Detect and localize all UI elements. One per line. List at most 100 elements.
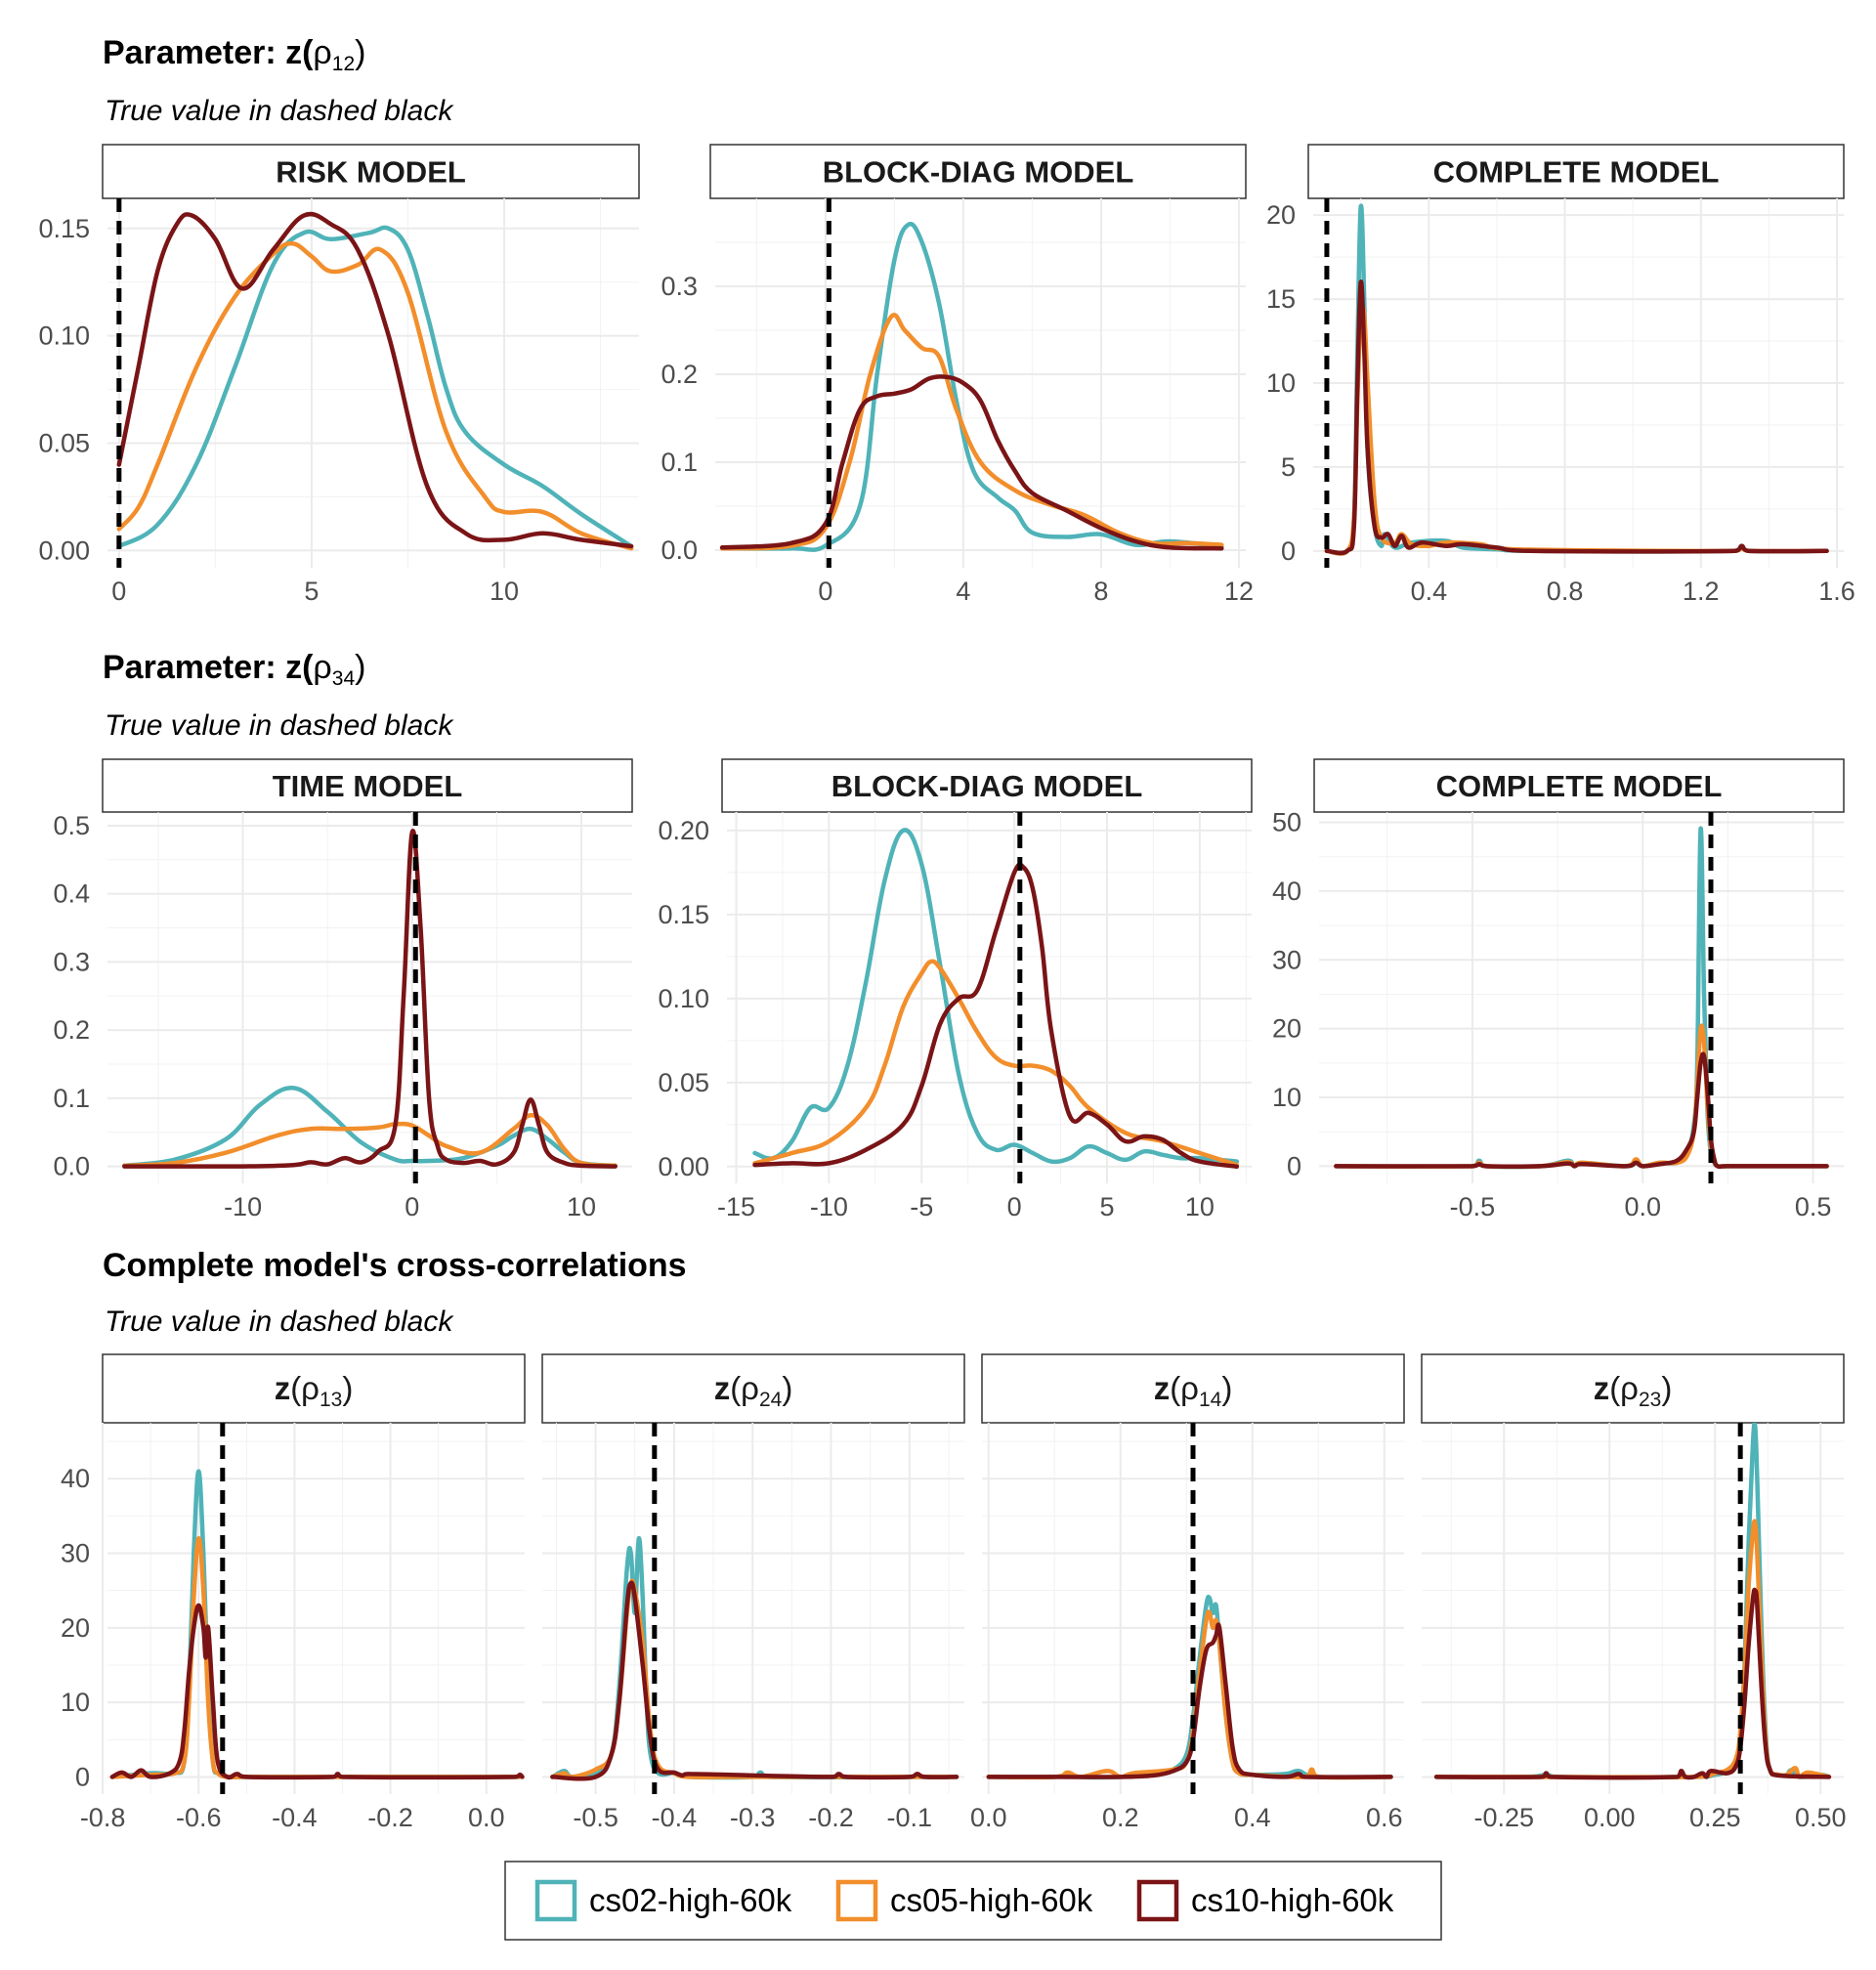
y-tick-label: 0.10	[38, 321, 90, 351]
density-line-cs10	[1324, 279, 1829, 556]
y-tick-label: 0	[75, 1762, 90, 1791]
panel-z-rho14: z(ρ14) 0.0 0.2 0.4 0.6	[970, 1353, 1405, 1832]
x-tick-label: 5	[304, 577, 319, 606]
y-tick-label: 10	[61, 1688, 90, 1717]
grid	[542, 1423, 964, 1794]
legend-item-cs02: cs02-high-60k	[534, 1879, 792, 1922]
density-line-cs05	[109, 1536, 523, 1779]
strip-box	[102, 758, 633, 813]
density-line-cs02	[109, 1469, 523, 1779]
x-tick-label: 10	[567, 1192, 596, 1221]
y-tick-label: 5	[1281, 452, 1296, 482]
density-line-cs10	[550, 1580, 959, 1781]
section-title-rho12: Parameter: z(ρ12)	[103, 34, 365, 75]
density-line-cs05	[752, 959, 1240, 1168]
x-tick-label: 10	[1185, 1192, 1215, 1221]
legend-item-cs10: cs10-high-60k	[1136, 1879, 1394, 1922]
x-tick-label: 0.6	[1366, 1803, 1403, 1832]
grid	[107, 198, 639, 568]
panel-z-rho23: z(ρ23) -0.25 0.00 0.25 0.50	[1421, 1353, 1847, 1832]
section-subtitle-cross-correlations: True value in dashed black	[105, 1306, 454, 1338]
y-tick-label: 0	[1287, 1151, 1301, 1180]
grid	[715, 198, 1246, 568]
y-tick-label: 40	[61, 1464, 90, 1493]
density-line-cs05	[116, 240, 634, 551]
y-tick-label: 0.4	[53, 879, 90, 909]
legend-key-cs02	[534, 1879, 577, 1922]
grid	[1313, 198, 1844, 568]
y-tick-label: 0.1	[661, 448, 698, 477]
x-tick-label: 4	[956, 577, 970, 606]
strip-box	[1421, 1353, 1845, 1424]
x-tick-label: 0.50	[1795, 1803, 1847, 1832]
y-tick-label: 0.00	[38, 535, 90, 565]
legend-label-cs10: cs10-high-60k	[1191, 1882, 1394, 1918]
strip-box	[1307, 144, 1845, 199]
density-line-cs02	[1334, 826, 1829, 1170]
x-tick-label: 1.6	[1818, 577, 1855, 606]
legend-key-cs10	[1136, 1879, 1179, 1922]
legend: cs02-high-60k cs05-high-60k cs10-high-60…	[504, 1861, 1442, 1941]
density-line-cs10	[122, 829, 618, 1169]
x-tick-label: 0.4	[1234, 1803, 1271, 1832]
panel-rho34-time-model: TIME MODEL -10 0 10 0.0 0.1 0.2 0.3 0.4 0.5	[53, 758, 633, 1221]
x-tick-label: -15	[717, 1192, 755, 1221]
density-line-cs05	[1324, 303, 1829, 556]
series-group	[109, 1469, 525, 1780]
density-line-cs02	[752, 828, 1240, 1165]
strip-box	[1313, 758, 1845, 813]
legend-key-cs05	[835, 1879, 878, 1922]
strip-label: TIME MODEL	[273, 769, 463, 803]
x-tick-label: 0.2	[1102, 1803, 1139, 1832]
density-line-cs05	[122, 1113, 618, 1169]
strip-label: BLOCK-DIAG MODEL	[831, 769, 1143, 803]
panel-rho12-risk-model: RISK MODEL 0 5 10 0.00 0.05 0.10 0.15	[38, 144, 640, 606]
y-tick-label: 0.05	[38, 429, 90, 458]
legend-label-cs05: cs05-high-60k	[890, 1882, 1093, 1918]
density-line-cs02	[1324, 203, 1829, 556]
legend-item-cs05: cs05-high-60k	[835, 1879, 1093, 1922]
y-tick-label: 40	[1272, 877, 1301, 906]
panel-rho34-block-diag-model: BLOCK-DIAG MODEL -15 -10 -5 0 5 10 0.00 0.05 0.10…	[658, 758, 1253, 1221]
y-tick-label: 0.10	[658, 984, 709, 1013]
legend-box	[504, 1861, 1442, 1941]
x-tick-label: 12	[1224, 577, 1254, 606]
y-tick-label: 30	[1272, 945, 1301, 974]
x-tick-label: 0.25	[1689, 1803, 1741, 1832]
series-group	[116, 211, 634, 551]
series-group	[1334, 826, 1829, 1170]
y-tick-label: 30	[61, 1539, 90, 1568]
grid	[1422, 1423, 1844, 1794]
strip-label: RISK MODEL	[276, 155, 466, 190]
y-tick-label: 0.5	[53, 811, 90, 840]
y-tick-label: 15	[1266, 284, 1296, 314]
series-group	[122, 829, 618, 1169]
strip-label: COMPLETE MODEL	[1436, 769, 1723, 803]
strip-box	[102, 144, 640, 199]
density-line-cs10	[109, 1603, 525, 1780]
y-tick-label: 0.15	[658, 900, 709, 929]
series-group	[1324, 203, 1829, 556]
y-tick-label: 20	[1266, 200, 1296, 230]
y-tick-label: 0.1	[53, 1084, 90, 1113]
grid	[727, 812, 1252, 1183]
grid	[107, 812, 632, 1183]
x-tick-label: -0.2	[367, 1803, 413, 1832]
density-line-cs10	[1433, 1587, 1832, 1780]
grid	[102, 1423, 525, 1794]
x-tick-label: 0.00	[1584, 1803, 1636, 1832]
x-tick-label: -0.2	[808, 1803, 854, 1832]
x-tick-label: 0	[818, 577, 832, 606]
x-tick-label: -0.1	[887, 1803, 933, 1832]
density-line-cs02	[116, 225, 634, 549]
series-group	[986, 1594, 1393, 1780]
x-tick-label: 0.0	[468, 1803, 505, 1832]
density-line-cs10	[719, 374, 1224, 551]
section-title-cross-correlations: Complete model's cross-correlations	[103, 1247, 687, 1284]
density-line-cs05	[1334, 1023, 1829, 1170]
grid	[1319, 812, 1844, 1183]
panel-rho12-block-diag-model: BLOCK-DIAG MODEL 0 4 8 12 0.0 0.1 0.2 0.3	[661, 144, 1254, 606]
y-tick-label: 0.15	[38, 214, 90, 243]
x-tick-label: -0.4	[272, 1803, 318, 1832]
y-tick-label: 0.2	[661, 360, 698, 389]
